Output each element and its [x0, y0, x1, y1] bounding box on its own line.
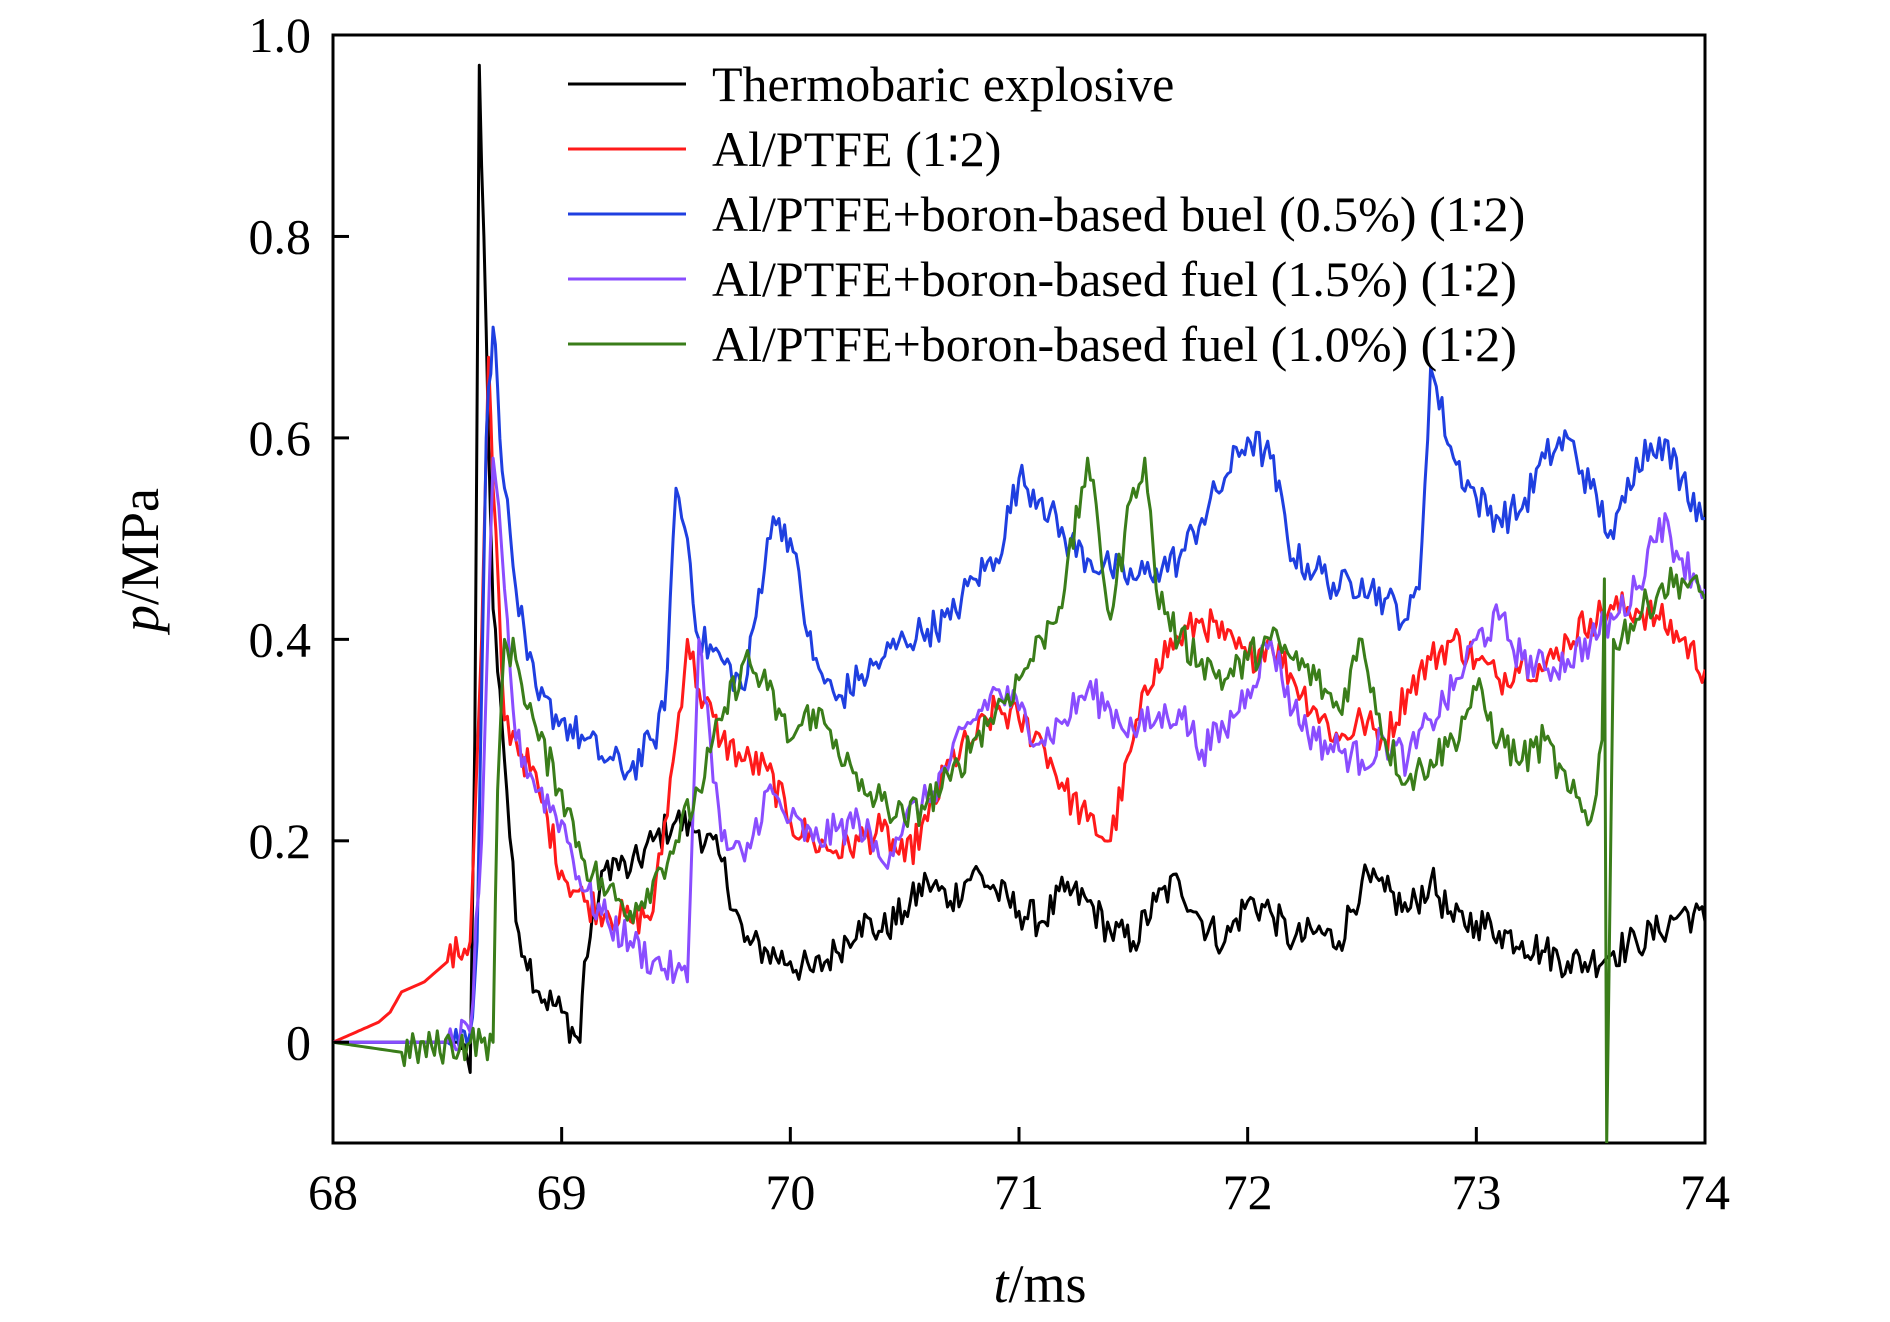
legend: Thermobaric explosive Al/PTFE (1∶2) Al/PTF… — [568, 56, 1525, 372]
series-line-4 — [333, 456, 1705, 1052]
y-tick-label: 0.6 — [249, 410, 312, 466]
legend-label-1: Thermobaric explosive — [712, 56, 1174, 112]
series-line-3 — [333, 325, 1705, 1048]
x-axis-label: t/ms — [993, 1254, 1086, 1314]
x-tick-label: 72 — [1223, 1164, 1273, 1220]
series-line-2 — [333, 355, 1705, 1044]
series-line-5 — [333, 456, 1705, 1143]
legend-label-2: Al/PTFE (1∶2) — [712, 121, 1001, 177]
series-layer — [333, 63, 1705, 1143]
series-line-1 — [333, 63, 1705, 1074]
x-tick-label: 71 — [994, 1164, 1044, 1220]
x-axis: 68 69 70 71 72 73 74 — [308, 1127, 1730, 1220]
legend-label-3: Al/PTFE+boron-based buel (0.5%) (1∶2) — [712, 186, 1525, 242]
y-tick-label: 1.0 — [249, 7, 312, 63]
legend-label-5: Al/PTFE+boron-based fuel (1.0%) (1∶2) — [712, 316, 1517, 372]
y-axis-label: p/MPa — [110, 488, 170, 636]
y-tick-label: 0 — [286, 1014, 311, 1070]
x-tick-label: 68 — [308, 1164, 358, 1220]
y-tick-label: 0.8 — [249, 208, 312, 264]
y-tick-label: 0.4 — [249, 611, 312, 667]
x-tick-label: 70 — [765, 1164, 815, 1220]
y-axis: 0 0.2 0.4 0.6 0.8 1.0 — [249, 7, 349, 1070]
x-tick-label: 69 — [537, 1164, 587, 1220]
y-tick-label: 0.2 — [249, 813, 312, 869]
legend-label-4: Al/PTFE+boron-based fuel (1.5%) (1∶2) — [712, 251, 1517, 307]
x-tick-label: 74 — [1680, 1164, 1730, 1220]
x-tick-label: 73 — [1451, 1164, 1501, 1220]
